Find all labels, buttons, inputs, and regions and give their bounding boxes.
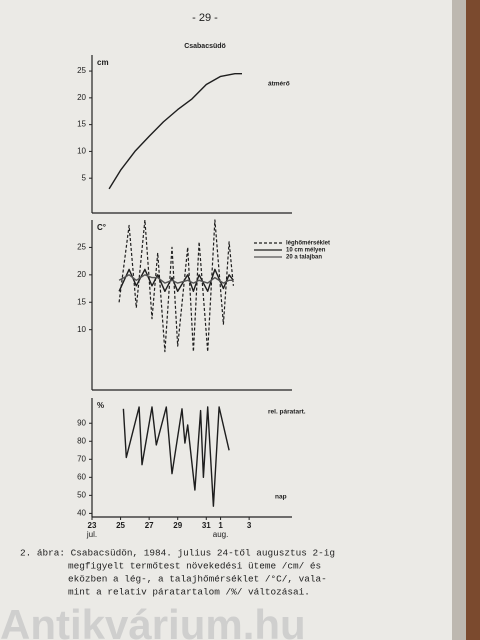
y-unit-label: % (97, 401, 104, 410)
data-line (118, 268, 234, 292)
data-line (118, 219, 234, 353)
caption-line: mint a relativ páratartalom /%/ változás… (68, 586, 310, 597)
y-tick-label: 20 (77, 270, 86, 279)
watermark: Antikvárium.hu (0, 601, 306, 640)
annotation: rel. páratart. (268, 409, 306, 416)
legend-label: 20 a talajban (286, 255, 322, 261)
x-tick-label: 23 (88, 521, 97, 530)
x-tick-label: 29 (173, 521, 182, 530)
caption-line: megfigyelt termőtest növekedési üteme /c… (68, 560, 321, 571)
y-tick-label: 15 (77, 297, 86, 306)
x-tick-label: 1 (218, 521, 223, 530)
y-tick-label: 15 (77, 120, 86, 129)
x-tick-label: 25 (116, 521, 125, 530)
y-unit-label: cm (97, 58, 109, 67)
y-tick-label: 10 (77, 147, 86, 156)
y-tick-label: 70 (77, 454, 86, 463)
data-line (118, 274, 234, 284)
y-tick-label: 5 (82, 173, 87, 182)
y-tick-label: 80 (77, 436, 86, 445)
x-month-label: aug. (213, 530, 229, 539)
x-tick-label: 31 (202, 521, 211, 530)
y-tick-label: 25 (77, 243, 86, 252)
page-number: - 29 - (192, 12, 218, 24)
y-tick-label: 50 (77, 490, 86, 499)
y-tick-label: 90 (77, 418, 86, 427)
y-tick-label: 25 (77, 66, 86, 75)
book-cover (466, 0, 480, 640)
x-axis-label: nap (275, 494, 287, 501)
chart-title: Csabacsüdö (184, 43, 226, 50)
x-month-label: jul. (86, 530, 97, 539)
x-tick-label: 3 (247, 521, 252, 530)
caption-line: eközben a lég-, a talajhőmérséklet /°C/,… (68, 573, 327, 584)
legend-label: 10 cm mélyen (286, 248, 326, 254)
paper (0, 0, 452, 640)
data-line (108, 73, 242, 190)
data-line (122, 406, 230, 507)
caption-line: 2. ábra: Csabacsüdön, 1984. julius 24-tő… (20, 547, 335, 558)
y-tick-label: 40 (77, 509, 86, 518)
legend-label: léghőmérséklet (286, 241, 330, 247)
x-tick-label: 27 (145, 521, 154, 530)
y-tick-label: 60 (77, 472, 86, 481)
page-edge (452, 0, 466, 640)
annotation: átmérő (268, 81, 290, 88)
y-unit-label: C° (97, 223, 106, 232)
y-tick-label: 10 (77, 325, 86, 334)
y-tick-label: 20 (77, 93, 86, 102)
